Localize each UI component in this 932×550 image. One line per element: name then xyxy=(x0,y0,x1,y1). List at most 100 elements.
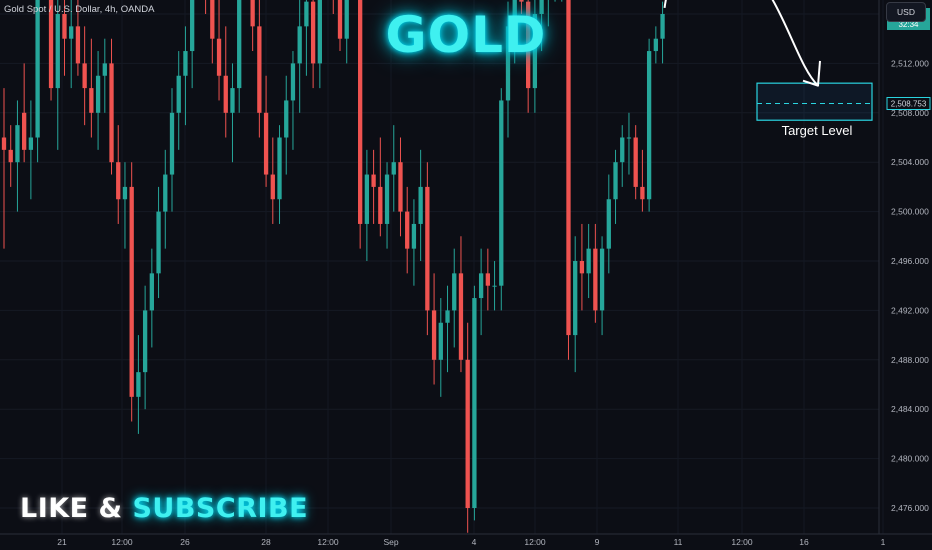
candle-up xyxy=(599,248,605,311)
candle-down xyxy=(75,26,81,64)
candle-up xyxy=(142,310,148,373)
time-tick-label: Sep xyxy=(383,537,398,547)
candle-up xyxy=(297,26,302,64)
candle-up xyxy=(499,100,504,286)
candle-down xyxy=(263,112,269,175)
candle-down xyxy=(257,26,262,113)
candle-down xyxy=(405,211,410,249)
candle-down xyxy=(223,75,228,113)
grid xyxy=(0,0,884,534)
candle-up xyxy=(28,137,34,150)
price-tick-label: 2,512.000 xyxy=(891,58,929,68)
candle-down xyxy=(431,310,437,360)
zone-price-tag xyxy=(886,97,931,111)
candle-up xyxy=(613,162,618,200)
candle-down xyxy=(465,359,470,508)
candle-down xyxy=(526,1,531,89)
candle-up xyxy=(620,137,625,163)
candle-up xyxy=(55,14,60,89)
time-tick-label: 12:00 xyxy=(731,537,753,547)
price-tick-label: 2,476.000 xyxy=(891,503,929,513)
currency-button[interactable]: USD xyxy=(886,2,926,22)
candle-down xyxy=(358,0,363,224)
price-tick-label: 2,492.000 xyxy=(891,305,929,315)
candle-up xyxy=(660,14,665,39)
price-tick-label: 2,500.000 xyxy=(891,207,929,217)
candle-up xyxy=(190,0,195,52)
zone-target xyxy=(756,82,873,121)
time-tick-label: 26 xyxy=(180,537,190,547)
time-tick-label: 21 xyxy=(57,537,67,547)
time-tick-label: 28 xyxy=(261,537,271,547)
candle-down xyxy=(593,248,598,311)
candle-down xyxy=(129,186,134,397)
candle-up xyxy=(317,0,322,64)
candle-down xyxy=(337,0,343,39)
candle-down xyxy=(270,174,275,200)
candle-up xyxy=(586,248,591,274)
candle-down xyxy=(62,14,67,39)
candle-up xyxy=(35,0,40,138)
candle-up xyxy=(344,0,349,39)
candle-down xyxy=(378,186,383,224)
zones: Horizontal ResistanceTarget Level xyxy=(756,82,873,138)
ampersand-text: & xyxy=(98,493,123,524)
candle-up xyxy=(284,100,289,138)
price-tick-label: 2,496.000 xyxy=(891,256,929,266)
candle-down xyxy=(579,261,585,274)
subscribe-text: SUBSCRIBE xyxy=(132,493,309,524)
time-tick-label: 12:00 xyxy=(524,537,546,547)
candle-up xyxy=(478,273,484,299)
candle-down xyxy=(371,174,376,187)
price-tick-label: 2,488.000 xyxy=(891,355,929,365)
symbol-header[interactable]: Gold Spot / U.S. Dollar, 4h, OANDA xyxy=(4,4,155,15)
candle-down xyxy=(633,137,638,187)
candle-down xyxy=(640,186,645,200)
candle-up xyxy=(532,14,538,89)
candle-down xyxy=(458,273,464,360)
candle-up xyxy=(102,63,107,76)
candle-up xyxy=(606,199,611,249)
candle-down xyxy=(425,186,430,311)
candle-up xyxy=(472,298,477,508)
candle-up xyxy=(384,174,390,224)
price-tick-label: 2,504.000 xyxy=(891,157,929,167)
candle-down xyxy=(519,0,524,2)
candle-down xyxy=(109,63,114,163)
countdown-text: 32:34 xyxy=(898,20,919,29)
candles xyxy=(1,0,665,533)
like-subscribe-banner: LIKE & SUBSCRIBE xyxy=(20,493,308,524)
candle-up xyxy=(169,112,175,175)
candle-down xyxy=(216,38,222,76)
candle-up xyxy=(418,186,423,224)
candle-down xyxy=(566,0,571,336)
candle-up xyxy=(290,63,296,101)
candle-up xyxy=(411,223,417,249)
time-tick-label: 12:00 xyxy=(317,537,339,547)
candle-up xyxy=(573,261,578,336)
price-tick-label: 2,484.000 xyxy=(891,404,929,414)
candle-up xyxy=(492,285,497,287)
zone-label-target: Target Level xyxy=(782,123,853,138)
candle-down xyxy=(8,149,13,163)
candle-up xyxy=(277,137,282,200)
candle-down xyxy=(485,273,490,286)
candle-up xyxy=(304,1,309,27)
zone-price-tag-text: 2,508.753 xyxy=(891,100,927,109)
candle-up xyxy=(391,162,396,175)
candle-down xyxy=(310,1,316,64)
time-tick-label: 4 xyxy=(472,537,477,547)
candle-up xyxy=(452,273,457,311)
time-tick-label: 16 xyxy=(799,537,809,547)
time-tick-label: 11 xyxy=(674,537,683,547)
candle-up xyxy=(237,0,242,89)
candle-up xyxy=(149,273,154,311)
candle-up xyxy=(438,322,443,360)
candle-up xyxy=(626,137,632,139)
overlay-title: GOLD xyxy=(385,6,547,64)
candle-up xyxy=(230,88,235,113)
time-axis[interactable]: 21 12:00 26 28 12:00 Sep 4 12:00 9 11 12:00 16 1 xyxy=(57,537,885,547)
candle-up xyxy=(136,372,141,397)
candle-up xyxy=(183,51,188,76)
